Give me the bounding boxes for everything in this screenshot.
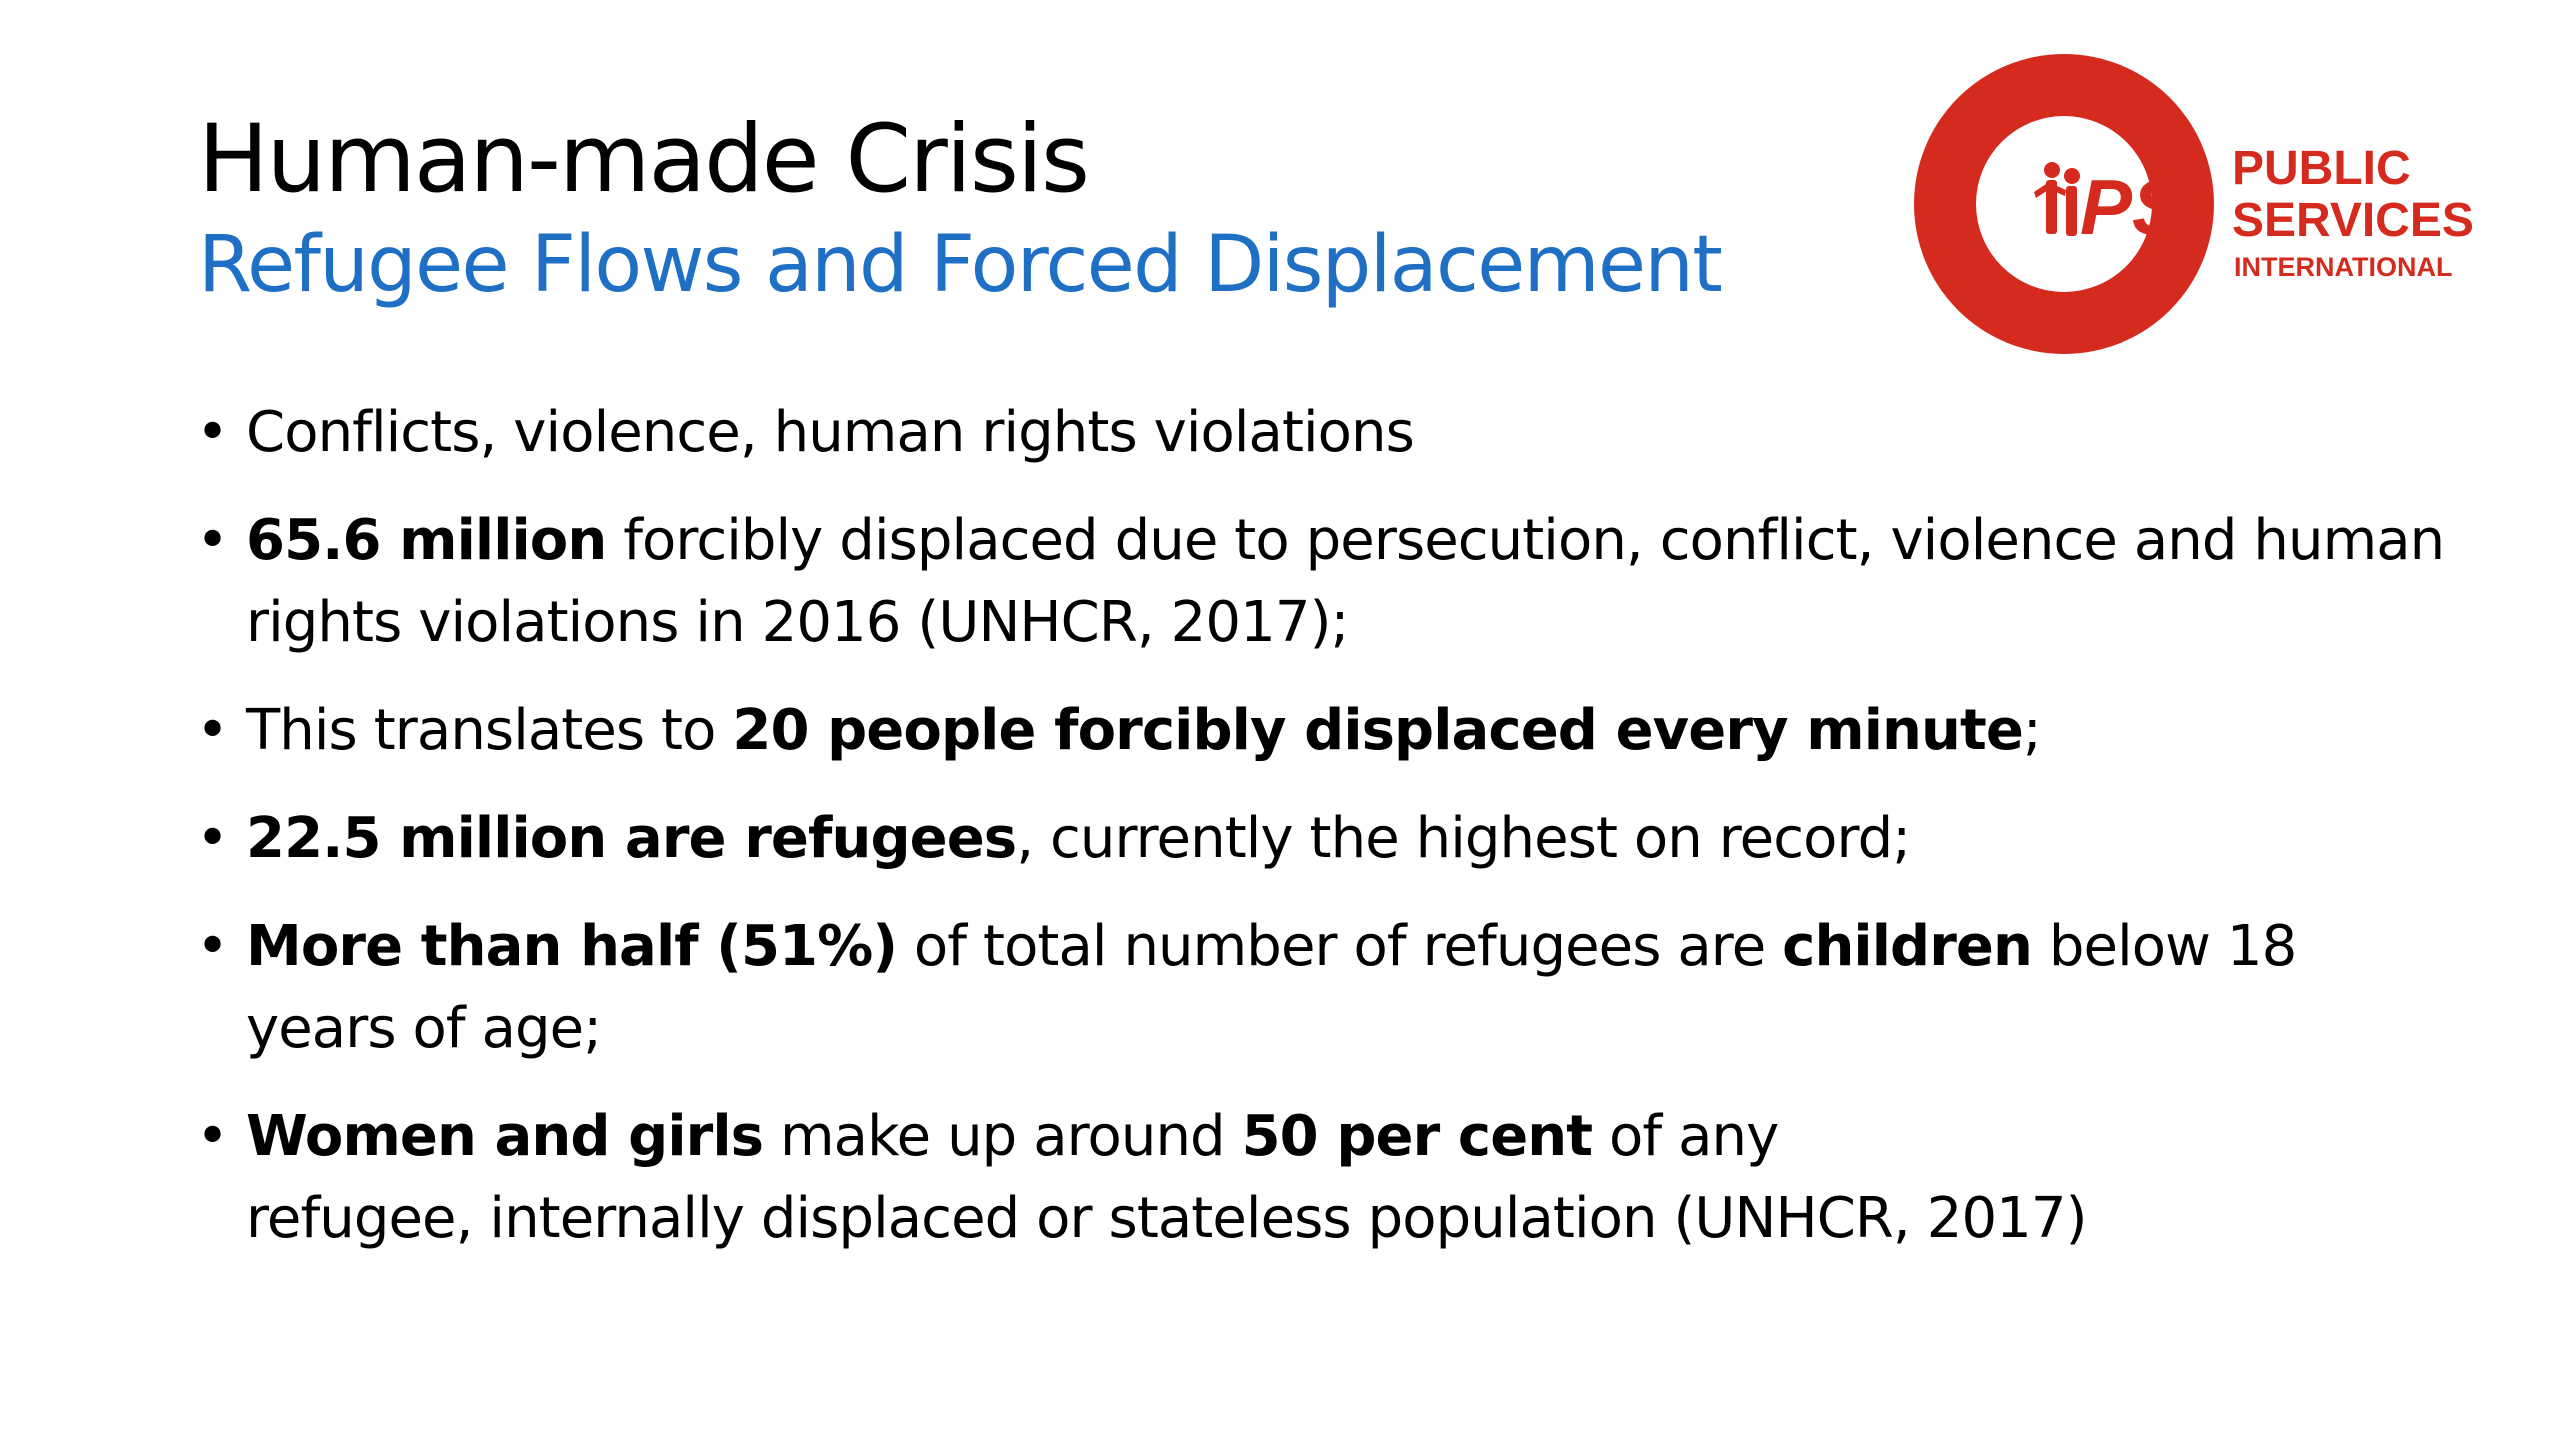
slide-subtitle: Refugee Flows and Forced Displacement bbox=[198, 220, 1723, 310]
bullet-item: • 22.5 million are refugees, currently th… bbox=[196, 798, 2456, 880]
psi-name-line2: SERVICES bbox=[2232, 194, 2474, 247]
slide-title: Human-made Crisis bbox=[198, 105, 1090, 214]
bullet-item: • Women and girls make up around 50 per c… bbox=[196, 1096, 2456, 1260]
psi-logo: PSI PUBLIC SERVICES INTERNATIONAL bbox=[1914, 54, 2474, 354]
psi-name-line1: PUBLIC bbox=[2232, 142, 2411, 195]
bullet-dot: • bbox=[196, 698, 229, 763]
bullet-item: • This translates to 20 people forcibly d… bbox=[196, 690, 2456, 772]
bullet-dot: • bbox=[196, 806, 229, 871]
bullet-dot: • bbox=[196, 1104, 229, 1169]
people-figures-icon bbox=[1987, 159, 2037, 233]
psi-acronym: PSI bbox=[2080, 163, 2207, 251]
bullet-dot: • bbox=[196, 400, 229, 465]
bullet-item: • Conflicts, violence, human rights viola… bbox=[196, 392, 2456, 474]
bullet-item: • More than half (51%) of total number of… bbox=[196, 906, 2456, 1070]
bullet-item: • 65.6 million forcibly displaced due to … bbox=[196, 500, 2456, 664]
bullet-dot: • bbox=[196, 914, 229, 979]
people-figures-icon-dark bbox=[2034, 162, 2080, 236]
bullet-list: • Conflicts, violence, human rights viola… bbox=[196, 392, 2456, 1286]
psi-name-line3: INTERNATIONAL bbox=[2234, 252, 2452, 282]
psi-logo-inner-circle bbox=[1976, 116, 2152, 292]
bullet-dot: • bbox=[196, 508, 229, 573]
